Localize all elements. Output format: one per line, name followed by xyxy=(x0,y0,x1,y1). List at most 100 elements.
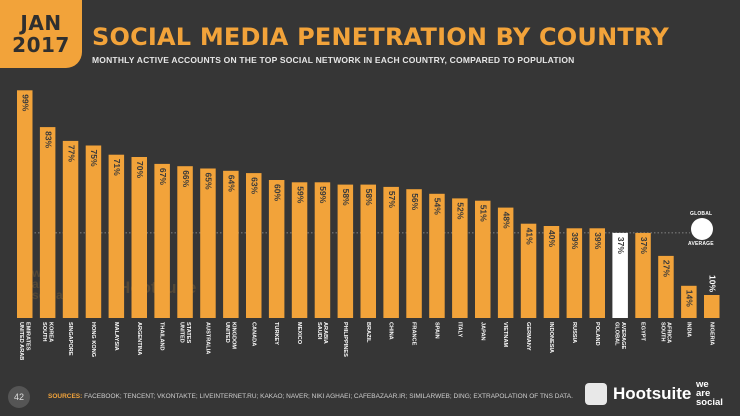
value-label: 59% xyxy=(318,186,328,203)
category-label: AUSTRALIA xyxy=(204,322,210,354)
category-label: FRANCE xyxy=(411,322,417,346)
category-label: SAUDI xyxy=(316,322,322,340)
sources-label: SOURCES: xyxy=(48,393,83,400)
bar xyxy=(154,163,170,318)
category-label: GERMANY xyxy=(525,322,531,351)
category-label: SPAIN xyxy=(433,322,439,339)
category-label: NIGERIA xyxy=(708,322,714,345)
category-label: CANADA xyxy=(250,322,256,346)
bar xyxy=(108,154,125,318)
value-label: 99% xyxy=(21,94,31,111)
bar xyxy=(337,184,354,318)
category-label: KINGDOM xyxy=(231,322,237,349)
category-label: RUSSIA xyxy=(571,322,577,343)
value-label: 57% xyxy=(387,191,397,208)
bar xyxy=(17,90,33,318)
badge-month: JAN xyxy=(20,11,62,35)
category-label: HONG KONG xyxy=(90,322,96,357)
hootsuite-logo: Hootsuite xyxy=(585,383,691,405)
value-label: 83% xyxy=(43,131,53,148)
category-label: CHINA xyxy=(388,322,394,340)
bar xyxy=(681,285,697,318)
bar xyxy=(223,170,239,318)
category-label: BRAZIL xyxy=(365,322,371,343)
bar xyxy=(62,140,79,318)
value-label: 14% xyxy=(685,290,695,307)
was-word: are xyxy=(696,388,711,399)
value-label: 70% xyxy=(135,161,145,178)
category-label: UNITED xyxy=(178,322,184,343)
value-label: 52% xyxy=(456,202,466,219)
value-label: 58% xyxy=(341,189,351,206)
value-label: 41% xyxy=(524,228,534,245)
global-marker-bottom: AVERAGE xyxy=(688,241,714,247)
category-label: ARGENTINA xyxy=(136,322,142,355)
badge-year: 2017 xyxy=(12,33,70,57)
global-marker-top: GLOBAL xyxy=(690,211,713,217)
value-label: 58% xyxy=(364,189,374,206)
sources-line: SOURCES: FACEBOOK; TENCENT; VKONTAKTE; L… xyxy=(48,393,573,400)
bar xyxy=(612,232,628,318)
bar xyxy=(177,166,193,318)
category-label: ARABIA xyxy=(322,322,328,344)
bar xyxy=(291,182,308,318)
value-label: 51% xyxy=(479,205,489,222)
category-label: STATES xyxy=(185,322,191,344)
page-number: 42 xyxy=(8,386,30,408)
bar xyxy=(131,157,147,318)
bar xyxy=(635,232,651,318)
category-label: VIETNAM xyxy=(502,322,508,348)
value-label: 71% xyxy=(112,159,122,176)
hootsuite-wordmark: Hootsuite xyxy=(613,384,692,403)
bar xyxy=(543,226,560,318)
value-label: 75% xyxy=(89,150,99,167)
chart-title: SOCIAL MEDIA PENETRATION BY COUNTRY xyxy=(92,23,669,51)
value-label: 63% xyxy=(250,177,260,194)
value-label: 56% xyxy=(410,193,420,210)
value-label: 37% xyxy=(639,237,649,254)
bar xyxy=(406,189,422,318)
category-label: INDIA xyxy=(685,322,691,337)
category-label: UNITED ARAB xyxy=(18,322,24,360)
category-label: KOREA xyxy=(47,322,53,342)
category-label: GLOBAL xyxy=(613,322,619,346)
bar xyxy=(246,173,262,318)
bar xyxy=(658,255,674,318)
bar xyxy=(268,180,285,318)
bar xyxy=(360,184,376,318)
value-label: 64% xyxy=(227,175,237,192)
value-label: 67% xyxy=(158,168,168,185)
bar xyxy=(497,207,514,318)
category-label: JAPAN xyxy=(479,322,485,341)
category-label: EMIRATES xyxy=(24,322,30,351)
bar xyxy=(314,182,331,318)
category-label: EGYPT xyxy=(640,322,646,342)
was-word: social xyxy=(696,397,723,408)
bar xyxy=(452,198,468,318)
value-label: 40% xyxy=(547,230,557,247)
bar xyxy=(704,295,720,318)
bar xyxy=(200,168,216,318)
value-label: 54% xyxy=(433,198,443,215)
we-are-social-logo: we are social xyxy=(696,379,723,408)
value-label: 39% xyxy=(593,232,603,249)
category-label: SOUTH xyxy=(659,322,665,342)
category-label: MEXICO xyxy=(296,322,302,345)
bar xyxy=(520,223,537,318)
category-label: SINGAPORE xyxy=(67,322,73,356)
category-label: INDONESIA xyxy=(548,322,554,353)
value-label: 65% xyxy=(204,173,214,190)
bar xyxy=(39,127,56,318)
global-average-globe-icon xyxy=(691,218,713,240)
value-label: 48% xyxy=(501,212,511,229)
sources-text: FACEBOOK; TENCENT; VKONTAKTE; LIVEINTERN… xyxy=(84,393,573,400)
value-label: 37% xyxy=(616,237,626,254)
category-label: PHILIPPINES xyxy=(342,322,348,357)
was-word: we xyxy=(696,379,709,390)
date-badge: JAN 2017 xyxy=(0,0,82,68)
bar xyxy=(566,228,583,318)
category-label: POLAND xyxy=(594,322,600,346)
bar xyxy=(383,186,399,318)
category-label: SOUTH xyxy=(41,322,47,342)
